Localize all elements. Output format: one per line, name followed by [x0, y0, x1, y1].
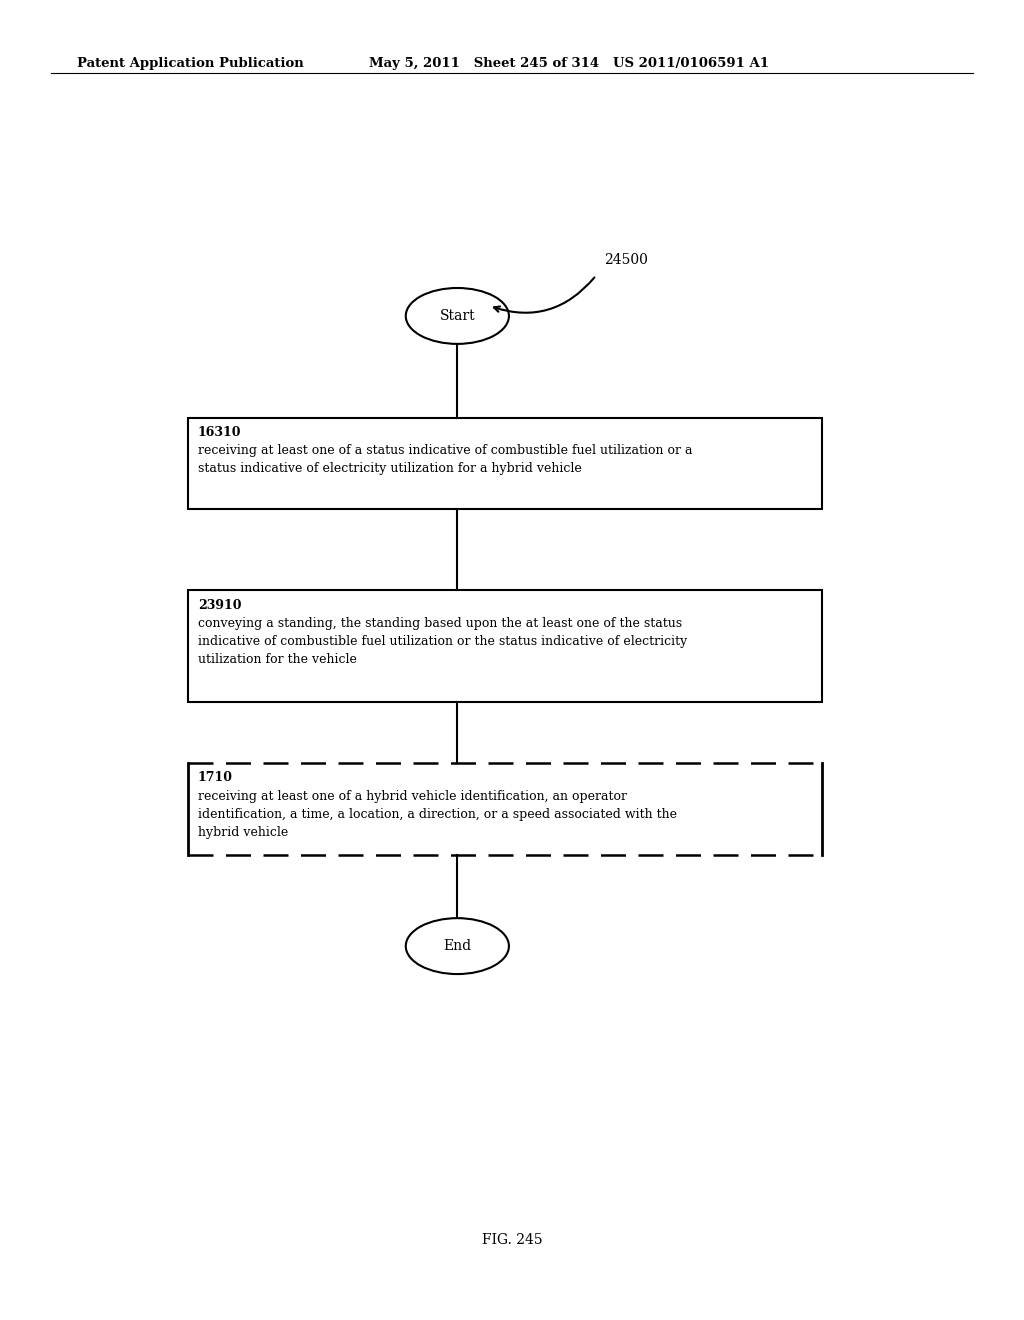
Text: Start: Start — [439, 309, 475, 323]
Ellipse shape — [406, 919, 509, 974]
Ellipse shape — [406, 288, 509, 345]
Text: 16310: 16310 — [198, 426, 242, 438]
Text: FIG. 245: FIG. 245 — [481, 1233, 543, 1247]
Bar — [187, 590, 822, 702]
Bar — [187, 417, 822, 510]
Text: 24500: 24500 — [604, 253, 648, 267]
Text: Patent Application Publication: Patent Application Publication — [77, 57, 303, 70]
Text: conveying a standing, the standing based upon the at least one of the status
ind: conveying a standing, the standing based… — [198, 616, 687, 665]
Text: End: End — [443, 939, 471, 953]
Text: receiving at least one of a status indicative of combustible fuel utilization or: receiving at least one of a status indic… — [198, 444, 692, 475]
Text: 23910: 23910 — [198, 598, 242, 611]
Text: 1710: 1710 — [198, 771, 232, 784]
Text: receiving at least one of a hybrid vehicle identification, an operator
identific: receiving at least one of a hybrid vehic… — [198, 789, 677, 838]
Text: May 5, 2011   Sheet 245 of 314   US 2011/0106591 A1: May 5, 2011 Sheet 245 of 314 US 2011/010… — [369, 57, 769, 70]
